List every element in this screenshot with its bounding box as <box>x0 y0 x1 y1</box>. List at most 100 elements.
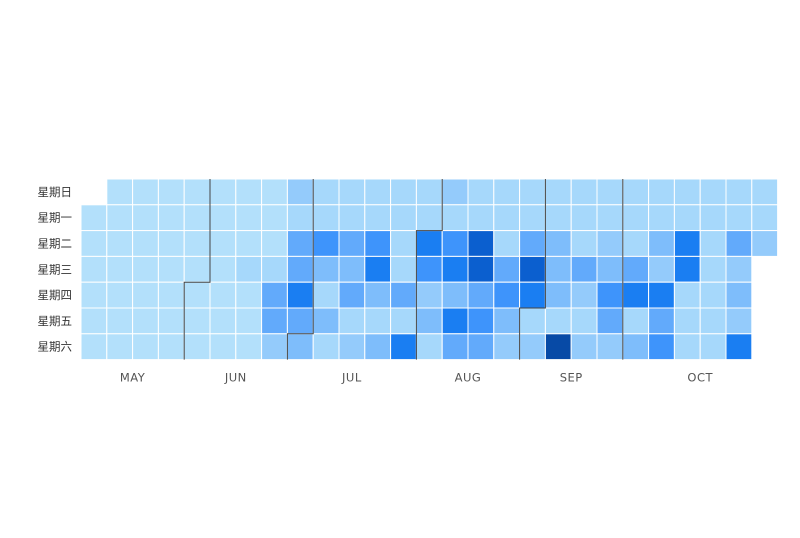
heatmap-cell <box>80 307 108 335</box>
heatmap-cell <box>106 255 134 283</box>
heatmap-cell <box>209 255 237 283</box>
heatmap-cell <box>596 255 624 283</box>
heatmap-cell <box>286 230 314 257</box>
month-labels: MAY JUN JUL AUG SEP OCT <box>120 371 713 385</box>
heatmap-cell <box>441 281 469 309</box>
heatmap-cell <box>570 230 598 257</box>
heatmap-cell <box>467 333 495 361</box>
heatmap-cell <box>338 178 366 206</box>
heatmap-cell <box>132 178 159 206</box>
heatmap-cell <box>312 204 340 232</box>
month-label: JUN <box>224 371 247 385</box>
heatmap-cell <box>622 307 650 335</box>
heatmap-cell <box>364 333 392 361</box>
heatmap-cell <box>673 204 701 232</box>
heatmap-cell <box>286 281 314 309</box>
heatmap-cell <box>441 178 469 206</box>
heatmap-cell <box>441 333 469 361</box>
heatmap-cell <box>390 178 417 206</box>
heatmap-cell <box>235 307 263 335</box>
heatmap-cell <box>106 307 134 335</box>
heatmap-cell <box>235 230 263 257</box>
heatmap-cell <box>183 255 211 283</box>
heatmap-cell <box>622 333 650 361</box>
heatmap-cell <box>286 255 314 283</box>
heatmap-cell <box>286 333 314 361</box>
heatmap-cell <box>415 281 443 309</box>
heatmap-cell <box>183 281 211 309</box>
heatmap-cell <box>235 281 263 309</box>
heatmap-cell <box>390 333 417 361</box>
month-label: AUG <box>455 371 482 385</box>
heatmap-cell <box>312 333 340 361</box>
heatmap-cell <box>725 333 753 361</box>
heatmap-cell <box>390 255 417 283</box>
heatmap-cell <box>157 230 185 257</box>
heatmap-cell <box>312 230 340 257</box>
heatmap-cell <box>725 281 753 309</box>
heatmap-cell <box>725 255 753 283</box>
heatmap-cell <box>338 204 366 232</box>
heatmap-cell <box>364 204 392 232</box>
heatmap-cell <box>493 307 521 335</box>
heatmap-cell <box>467 204 495 232</box>
heatmap-cell <box>622 204 650 232</box>
heatmap-cell <box>725 307 753 335</box>
heatmap-cell <box>544 255 572 283</box>
heatmap-cell <box>157 333 185 361</box>
heatmap-cell <box>415 204 443 232</box>
heatmap-cell <box>157 281 185 309</box>
heatmap-cell <box>415 230 443 257</box>
heatmap-cell <box>183 204 211 232</box>
heatmap-cell <box>106 281 134 309</box>
heatmap-cell <box>441 307 469 335</box>
heatmap-cell <box>261 255 288 283</box>
heatmap-cell <box>699 255 727 283</box>
heatmap-cell <box>751 230 779 257</box>
heatmap-cell <box>286 307 314 335</box>
heatmap-cell <box>648 178 675 206</box>
heatmap-cell <box>699 307 727 335</box>
heatmap-cell <box>209 204 237 232</box>
heatmap-cell <box>570 178 598 206</box>
heatmap-cell <box>493 204 521 232</box>
heatmap-cell <box>751 204 779 232</box>
heatmap-cell <box>673 230 701 257</box>
heatmap-cell <box>235 178 263 206</box>
heatmap-cell <box>261 281 288 309</box>
heatmap-cell <box>415 178 443 206</box>
heatmap-cell <box>751 178 779 206</box>
month-boundary <box>183 179 211 360</box>
month-boundary <box>519 179 546 360</box>
heatmap-cell <box>390 281 417 309</box>
heatmap-cell <box>132 255 159 283</box>
heatmap-cell <box>699 178 727 206</box>
heatmap-cell <box>622 281 650 309</box>
heatmap-cell <box>338 307 366 335</box>
heatmap-cell <box>544 204 572 232</box>
heatmap-cell <box>235 255 263 283</box>
heatmap-cell <box>157 255 185 283</box>
heatmap-cell <box>519 307 546 335</box>
heatmap-cell <box>596 178 624 206</box>
heatmap-cell <box>286 178 314 206</box>
heatmap-cell <box>699 204 727 232</box>
heatmap-cell <box>80 204 108 232</box>
heatmap-cell <box>519 255 546 283</box>
heatmap-cell <box>493 178 521 206</box>
heatmap-cell <box>596 333 624 361</box>
heatmap-cell <box>415 307 443 335</box>
heatmap-cell <box>209 178 237 206</box>
heatmap-cell <box>183 230 211 257</box>
heatmap-cell <box>235 333 263 361</box>
heatmap-cell <box>673 255 701 283</box>
heatmap-cell <box>106 178 134 206</box>
heatmap-cell <box>261 333 288 361</box>
heatmap-cell <box>493 281 521 309</box>
heatmap-cell <box>544 178 572 206</box>
heatmap-cell <box>596 230 624 257</box>
heatmap-cell <box>441 230 469 257</box>
day-label: 星期五 <box>38 314 73 328</box>
heatmap-cells <box>80 178 779 361</box>
heatmap-cell <box>596 307 624 335</box>
